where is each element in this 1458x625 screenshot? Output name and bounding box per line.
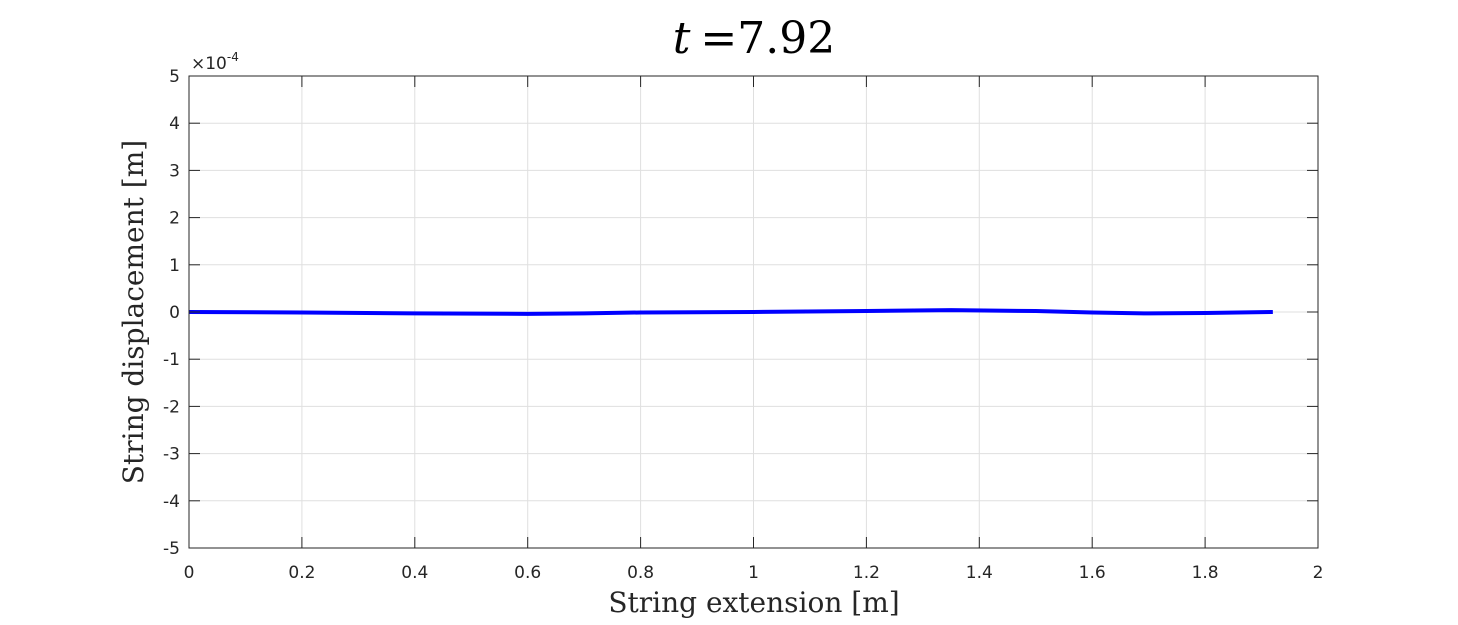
x-tick-label: 2 bbox=[1313, 563, 1324, 583]
x-tick-label: 0.6 bbox=[514, 563, 541, 583]
y-tick-label: 1 bbox=[169, 256, 180, 276]
x-tick-labels: 0 0.2 0.4 0.6 0.8 1 1.2 1.4 1.6 1.8 2 bbox=[184, 563, 1324, 583]
x-tick-label: 0.8 bbox=[627, 563, 654, 583]
y-tick-label: -3 bbox=[163, 445, 180, 465]
y-tick-label: -5 bbox=[163, 539, 180, 559]
y-exponent-power: -4 bbox=[227, 50, 239, 64]
chart-title-value: 7.92 bbox=[737, 13, 835, 64]
y-tick-label: 4 bbox=[169, 114, 180, 134]
chart-title: t =7.92 bbox=[673, 13, 836, 64]
x-tick-label: 1.2 bbox=[853, 563, 880, 583]
x-tick-label: 1.8 bbox=[1192, 563, 1219, 583]
chart-title-variable: t bbox=[673, 13, 691, 64]
x-axis-label: String extension [m] bbox=[608, 586, 899, 619]
y-tick-label: -4 bbox=[163, 492, 180, 512]
x-tick-label: 1 bbox=[748, 563, 759, 583]
y-tick-label: -2 bbox=[163, 397, 180, 417]
series-line-0 bbox=[188, 308, 1273, 316]
x-tick-label: 0.2 bbox=[288, 563, 315, 583]
y-exponent-base: ×10 bbox=[191, 54, 227, 74]
y-tick-label: 5 bbox=[169, 67, 180, 87]
y-exponent-label: ×10-4 bbox=[191, 50, 239, 74]
y-tick-labels: -5 -4 -3 -2 -1 0 1 2 3 4 5 bbox=[163, 67, 180, 559]
y-axis-label: String displacement [m] bbox=[117, 140, 150, 484]
y-tick-label: 3 bbox=[169, 161, 180, 181]
y-tick-label: 2 bbox=[169, 209, 180, 229]
chart-title-equals: = bbox=[700, 13, 737, 64]
y-tick-label: 0 bbox=[169, 303, 180, 323]
tick-marks bbox=[188, 75, 1319, 549]
y-tick-label: -1 bbox=[163, 350, 180, 370]
series-layer bbox=[188, 308, 1273, 316]
x-tick-label: 1.6 bbox=[1079, 563, 1106, 583]
x-tick-label: 0 bbox=[184, 563, 195, 583]
x-tick-label: 0.4 bbox=[401, 563, 428, 583]
x-tick-label: 1.4 bbox=[966, 563, 993, 583]
